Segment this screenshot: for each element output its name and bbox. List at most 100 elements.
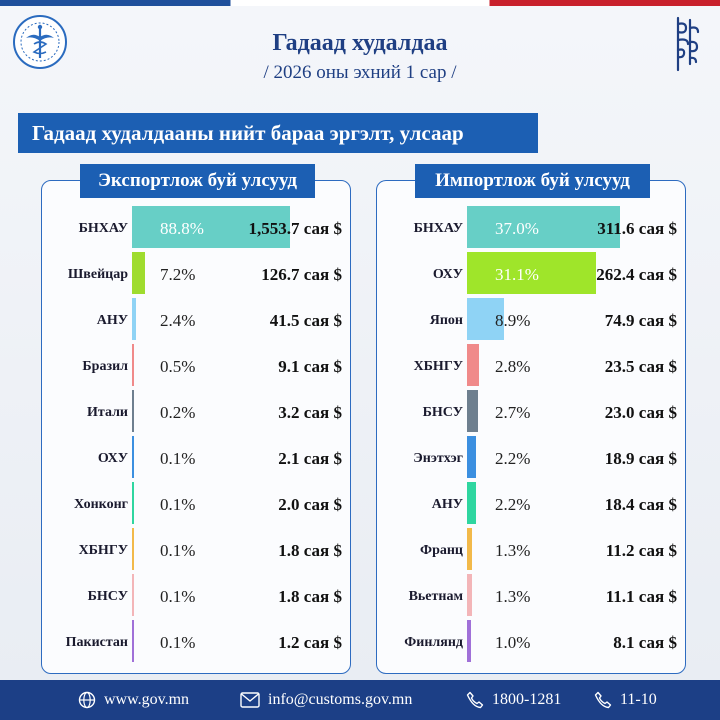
trade-value: 18.4 сая $ [604,495,677,514]
share-bar [467,620,472,662]
share-bar [132,206,290,248]
phone-icon [594,691,612,709]
country-label: Итали [87,405,128,420]
share-percent: 8.9% [495,311,531,330]
share-bar [132,528,134,570]
share-percent: 31.1% [495,265,539,284]
country-label: ХБНГУ [78,543,128,558]
import-row: Вьетнам 1.3% 11.1 сая $ [377,574,687,620]
footer: www.gov.mn info@customs.gov.mn 1800-1281… [0,680,720,720]
section-title: Гадаад худалдааны нийт бараа эргэлт, улс… [18,113,538,153]
trade-value: 311.6 сая $ [597,219,677,238]
country-label: Франц [420,543,463,558]
import-row: БНХАУ 37.0% 311.6 сая $ [377,206,687,252]
share-percent: 1.0% [495,633,531,652]
import-row: БНСУ 2.7% 23.0 сая $ [377,390,687,436]
share-percent: 37.0% [495,219,539,238]
share-percent: 2.2% [495,495,531,514]
share-bar [467,206,620,248]
country-label: БНСУ [422,405,463,420]
trade-value: 74.9 сая $ [604,311,677,330]
share-bar [467,528,473,570]
page-subtitle: / 2026 оны эхний 1 сар / [263,62,457,83]
share-bar [132,574,134,616]
country-label: АНУ [431,497,463,512]
phone-text: 1800-1281 [492,691,562,708]
import-heading: Импортлож буй улсууд [415,164,650,198]
share-percent: 2.7% [495,403,531,422]
mongolian-script-emblem-icon [676,16,700,72]
import-row: ОХУ 31.1% 262.4 сая $ [377,252,687,298]
share-bar [132,436,134,478]
trade-value: 262.4 сая $ [596,265,677,284]
export-row: Бразил 0.5% 9.1 сая $ [42,344,352,390]
website-text: www.gov.mn [104,691,190,708]
country-label: БНХАУ [78,221,128,236]
top-stripe [0,0,720,6]
country-label: Швейцар [67,267,128,282]
share-bar [467,390,479,432]
export-row: Хонконг 0.1% 2.0 сая $ [42,482,352,528]
trade-value: 41.5 сая $ [269,311,342,330]
export-row: ХБНГУ 0.1% 1.8 сая $ [42,528,352,574]
country-label: Бразил [82,359,128,374]
export-row: Итали 0.2% 3.2 сая $ [42,390,352,436]
share-bar [132,620,134,662]
share-percent: 2.4% [160,311,196,330]
share-percent: 2.2% [495,449,531,468]
mail-icon [240,692,260,708]
export-row: Швейцар 7.2% 126.7 сая $ [42,252,352,298]
trade-value: 18.9 сая $ [604,449,677,468]
footer-short-phone[interactable]: 11-10 [594,680,657,720]
email-text: info@customs.gov.mn [268,691,413,708]
trade-value: 3.2 сая $ [278,403,342,422]
export-panel: Экспортлож буй улсууд БНХАУ 88.8% 1,553.7 … [41,164,352,674]
import-row: Энэтхэг 2.2% 18.9 сая $ [377,436,687,482]
share-percent: 0.5% [160,357,196,376]
share-percent: 0.1% [160,449,196,468]
share-percent: 0.1% [160,541,196,560]
export-row: АНУ 2.4% 41.5 сая $ [42,298,352,344]
export-row: Пакистан 0.1% 1.2 сая $ [42,620,352,666]
share-percent: 1.3% [495,541,531,560]
share-bar [132,344,134,386]
export-row: БНСУ 0.1% 1.8 сая $ [42,574,352,620]
page-title: Гадаад худалдаа [272,30,448,56]
share-percent: 1.3% [495,587,531,606]
share-percent: 7.2% [160,265,196,284]
trade-value: 2.0 сая $ [278,495,342,514]
share-percent: 0.1% [160,495,196,514]
country-label: ХБНГУ [413,359,463,374]
country-label: ОХУ [432,267,463,282]
share-percent: 0.1% [160,587,196,606]
share-bar [467,436,477,478]
import-row: Франц 1.3% 11.2 сая $ [377,528,687,574]
import-row: ХБНГУ 2.8% 23.5 сая $ [377,344,687,390]
country-label: АНУ [96,313,128,328]
country-label: Япон [429,313,463,328]
import-row: АНУ 2.2% 18.4 сая $ [377,482,687,528]
country-label: ОХУ [97,451,128,466]
share-bar [132,482,134,524]
import-row: Япон 8.9% 74.9 сая $ [377,298,687,344]
export-row: ОХУ 0.1% 2.1 сая $ [42,436,352,482]
trade-value: 1.8 сая $ [278,587,342,606]
share-bar [467,252,596,294]
export-row: БНХАУ 88.8% 1,553.7 сая $ [42,206,352,252]
share-bar [467,574,473,616]
footer-email[interactable]: info@customs.gov.mn [240,680,412,720]
share-percent: 0.2% [160,403,196,422]
trade-value: 23.0 сая $ [604,403,677,422]
share-bar [132,390,134,432]
share-percent: 0.1% [160,633,196,652]
share-bar [467,482,477,524]
share-bar [467,344,479,386]
footer-phone[interactable]: 1800-1281 [466,680,561,720]
share-bar [132,298,137,340]
trade-value: 1.2 сая $ [278,633,342,652]
country-label: Энэтхэг [413,451,463,466]
phone-icon [466,691,484,709]
trade-value: 11.1 сая $ [605,587,677,606]
country-label: БНСУ [87,589,128,604]
footer-website[interactable]: www.gov.mn [78,680,189,720]
